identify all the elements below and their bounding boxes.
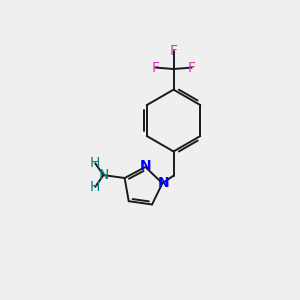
Text: F: F <box>188 61 196 75</box>
Text: N: N <box>98 168 109 182</box>
Text: H: H <box>90 180 101 194</box>
Text: F: F <box>169 44 178 58</box>
Text: N: N <box>158 176 169 190</box>
Text: N: N <box>140 159 151 173</box>
Text: H: H <box>90 156 101 170</box>
Text: F: F <box>151 61 159 75</box>
